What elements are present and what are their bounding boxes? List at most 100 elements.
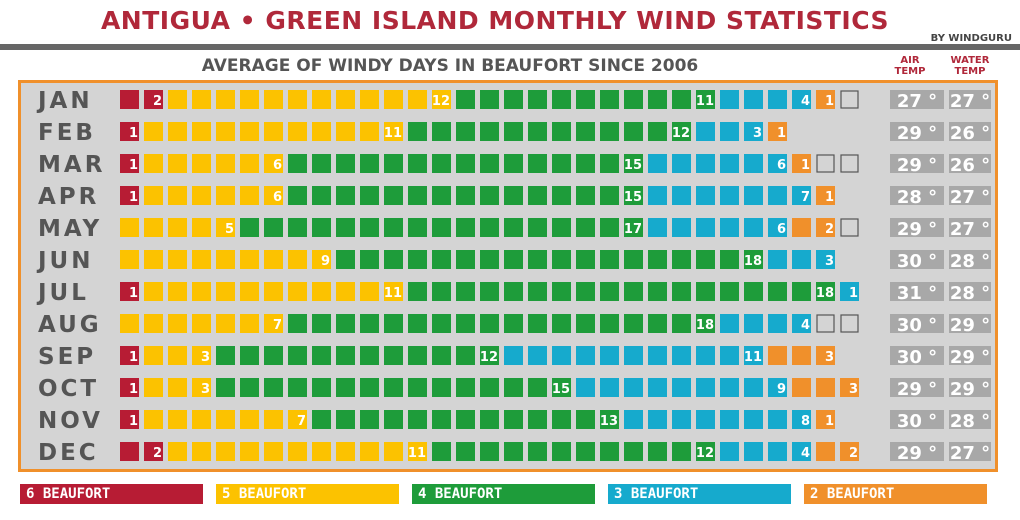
day-square	[168, 250, 187, 269]
day-square	[744, 90, 763, 109]
day-square	[528, 378, 547, 397]
day-square	[384, 218, 403, 237]
day-square	[384, 378, 403, 397]
day-square	[408, 186, 427, 205]
day-square	[528, 186, 547, 205]
day-square	[192, 442, 211, 461]
day-square	[360, 314, 379, 333]
day-square	[744, 378, 763, 397]
day-square	[360, 154, 379, 173]
air-temp-header-line2: TEMP	[894, 66, 926, 77]
water-temp-value: 29 °	[950, 347, 990, 368]
day-square	[264, 314, 283, 333]
day-square	[672, 90, 691, 109]
day-square	[144, 122, 163, 141]
day-square	[600, 410, 619, 429]
day-square	[336, 314, 355, 333]
day-square	[456, 282, 475, 301]
day-square	[504, 314, 523, 333]
day-square	[216, 442, 235, 461]
count-label: 2	[849, 446, 858, 461]
air-temp-box	[890, 314, 944, 333]
day-square	[264, 378, 283, 397]
day-square	[528, 90, 547, 109]
day-square	[120, 186, 139, 205]
count-label: 11	[384, 126, 402, 141]
count-label: 11	[696, 94, 714, 109]
day-square	[432, 346, 451, 365]
count-label: 18	[696, 318, 714, 333]
day-square	[144, 154, 163, 173]
count-label: 6	[273, 158, 282, 173]
day-square	[480, 346, 499, 365]
day-square	[672, 442, 691, 461]
day-square	[120, 314, 139, 333]
day-square	[288, 442, 307, 461]
count-label: 1	[849, 286, 858, 301]
day-square	[600, 314, 619, 333]
day-square	[480, 186, 499, 205]
day-square	[480, 90, 499, 109]
day-square	[312, 90, 331, 109]
day-square	[456, 442, 475, 461]
day-square	[600, 250, 619, 269]
count-label: 8	[801, 414, 810, 429]
day-square	[408, 410, 427, 429]
empty-day-square	[840, 154, 859, 173]
day-square	[264, 218, 283, 237]
day-square	[768, 218, 787, 237]
day-square	[168, 90, 187, 109]
day-square	[792, 250, 811, 269]
day-square	[696, 154, 715, 173]
day-square	[336, 154, 355, 173]
day-square	[240, 250, 259, 269]
count-label: 7	[801, 190, 810, 205]
day-square	[408, 250, 427, 269]
air-temp-box	[890, 346, 944, 365]
day-square	[624, 250, 643, 269]
count-label: 13	[600, 414, 618, 429]
air-temp-value: 29 °	[897, 443, 937, 464]
count-label: 1	[801, 158, 810, 173]
day-square	[744, 122, 763, 141]
day-square	[576, 314, 595, 333]
day-square	[168, 378, 187, 397]
day-square	[360, 186, 379, 205]
day-square	[624, 122, 643, 141]
day-square	[264, 250, 283, 269]
day-square	[720, 378, 739, 397]
day-square	[720, 314, 739, 333]
day-square	[144, 410, 163, 429]
day-square	[696, 314, 715, 333]
day-square	[408, 218, 427, 237]
day-square	[216, 122, 235, 141]
count-label: 9	[321, 254, 330, 269]
day-square	[672, 410, 691, 429]
day-square	[672, 186, 691, 205]
day-square	[384, 250, 403, 269]
count-label: 6	[777, 222, 786, 237]
day-square	[600, 186, 619, 205]
day-square	[432, 250, 451, 269]
day-square	[720, 186, 739, 205]
day-square	[312, 282, 331, 301]
day-square	[240, 186, 259, 205]
day-square	[552, 218, 571, 237]
day-square	[624, 90, 643, 109]
day-square	[312, 218, 331, 237]
day-square	[360, 122, 379, 141]
day-square	[720, 218, 739, 237]
day-square	[432, 218, 451, 237]
count-label: 3	[825, 254, 834, 269]
count-label: 12	[672, 126, 690, 141]
day-square	[480, 218, 499, 237]
day-square	[792, 378, 811, 397]
day-square	[456, 378, 475, 397]
day-square	[504, 410, 523, 429]
count-label: 3	[201, 382, 210, 397]
day-square	[192, 378, 211, 397]
day-square	[840, 282, 859, 301]
day-square	[504, 442, 523, 461]
day-square	[480, 378, 499, 397]
air-temp-value: 30 °	[897, 251, 937, 272]
